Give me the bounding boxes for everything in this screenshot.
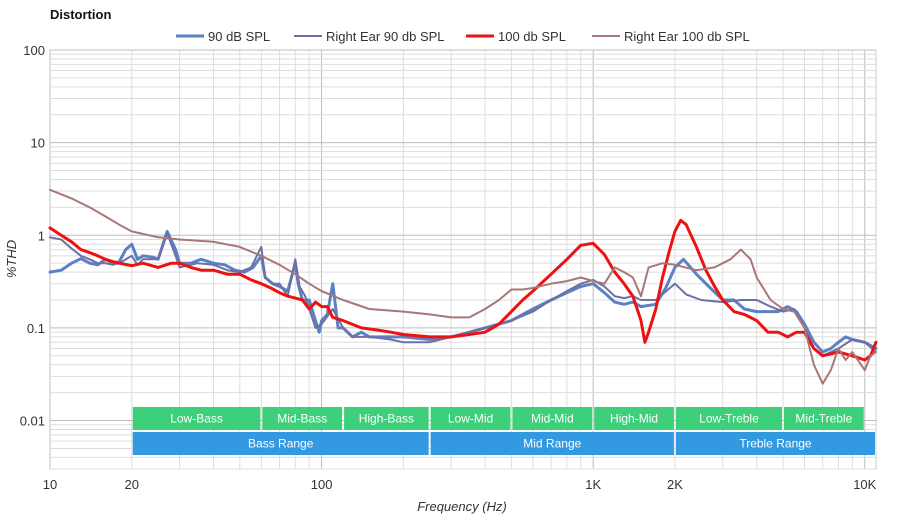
chart-grid xyxy=(49,49,877,470)
legend-label: Right Ear 90 db SPL xyxy=(326,29,445,44)
band-row1-bar xyxy=(132,407,261,430)
x-tick-label: 2K xyxy=(667,477,683,492)
x-axis-label: Frequency (Hz) xyxy=(417,499,507,514)
band-row1-label: High-Mid xyxy=(610,412,658,426)
band-row2-bar xyxy=(132,432,429,455)
x-tick-label: 20 xyxy=(125,477,139,492)
band-row1-bar xyxy=(784,407,864,430)
y-tick-label: 0.1 xyxy=(27,321,45,336)
y-tick-label: 100 xyxy=(23,43,45,58)
band-row1-bar xyxy=(675,407,783,430)
band-row2-label: Bass Range xyxy=(248,437,314,451)
plot-frame xyxy=(49,49,877,470)
band-row1-bar xyxy=(430,407,511,430)
band-row2-bar xyxy=(675,432,875,455)
chart-legend: 90 dB SPL Right Ear 90 db SPL 100 db SPL Ri… xyxy=(176,29,750,44)
legend-label: Right Ear 100 db SPL xyxy=(624,29,750,44)
band-row2-label: Treble Range xyxy=(739,437,812,451)
chart-title: Distortion xyxy=(50,7,111,22)
band-row1-label: Low-Treble xyxy=(699,412,759,426)
y-axis-ticks: 100 10 1 0.1 0.01 xyxy=(20,43,45,429)
legend-label: 100 db SPL xyxy=(498,29,566,44)
y-tick-label: 10 xyxy=(31,136,45,151)
band-row1-bar xyxy=(344,407,429,430)
x-tick-label: 10 xyxy=(43,477,57,492)
band-row1-label: Mid-Mid xyxy=(531,412,574,426)
band-row2-label: Mid Range xyxy=(523,437,581,451)
y-tick-label: 1 xyxy=(38,228,45,243)
y-tick-label: 0.01 xyxy=(20,414,45,429)
x-tick-label: 10K xyxy=(853,477,876,492)
series-line xyxy=(49,188,877,385)
chart-series xyxy=(48,188,878,385)
x-tick-label: 1K xyxy=(585,477,601,492)
band-row1-label: Mid-Bass xyxy=(277,412,327,426)
band-row1-bar xyxy=(262,407,343,430)
band-row1-bar xyxy=(594,407,674,430)
y-axis-label: %THD xyxy=(4,240,19,278)
x-axis-ticks: 10 20 100 1K 2K 10K xyxy=(43,477,877,492)
x-tick-label: 100 xyxy=(311,477,333,492)
band-row1-label: Low-Bass xyxy=(170,412,223,426)
series-line xyxy=(49,232,877,357)
band-row1-label: Mid-Treble xyxy=(795,412,852,426)
band-row1-label: High-Bass xyxy=(359,412,414,426)
band-row2-bar xyxy=(430,432,674,455)
frequency-bands: Low-Bass Mid-Bass High-Bass Low-Mid Mid-Mid H… xyxy=(132,407,875,455)
series-line xyxy=(48,218,878,362)
band-row1-bar xyxy=(512,407,593,430)
legend-label: 90 dB SPL xyxy=(208,29,270,44)
band-row1-label: Low-Mid xyxy=(448,412,493,426)
